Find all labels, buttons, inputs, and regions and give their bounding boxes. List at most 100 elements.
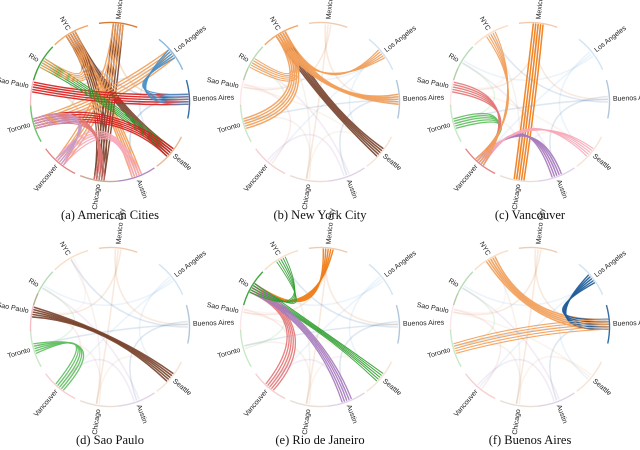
chord-mexico-city-chicago [513,23,535,180]
chord-rio-austin [254,283,352,400]
city-label-vancouver: Vancouver [453,163,480,193]
ring-arc-vancouver [255,373,286,400]
panel-buenos-aires: Mexico City Los Angeles Buenos Aires Seattl… [416,208,640,447]
city-label-mexico-city: Mexico City [116,0,127,20]
city-label-nyc: NYC [58,241,71,257]
ring-arc-seattle [576,361,603,392]
city-label-rio: Rio [27,53,40,64]
chord-rio-nyc [252,259,296,303]
chord-vancouver-nyc [475,36,510,160]
city-label-sao-paulo: Sao Paulo [206,302,239,315]
background-chord [454,287,496,350]
ring-arc-vancouver [45,373,76,400]
ring-arc-toronto [239,104,252,143]
ring-arc-seattle [156,361,183,392]
ring-arc-seattle [366,136,393,167]
chord-nyc-rio [44,36,83,75]
chord-mexico-city-chicago [523,24,544,181]
city-label-sao-paulo: Sao Paulo [0,77,29,90]
chord-nyc-rio [253,35,294,76]
background-chord [348,276,381,380]
city-label-los-angeles: Los Angeles [593,250,628,279]
city-label-nyc: NYC [478,16,491,32]
background-chord [453,311,591,378]
chord-rio-mexico-city [254,248,324,303]
ring-arc-austin [538,392,575,407]
caption-vancouver: (c) Vancouver [494,208,566,222]
ring-arc-seattle [576,136,603,167]
ring-arc-seattle [366,361,393,392]
chord-buenos-aires-los-angeles [142,57,189,96]
background-chord [70,259,189,328]
city-label-rio: Rio [447,278,460,289]
background-chord [269,278,382,388]
city-label-buenos-aires: Buenos Aires [403,94,445,102]
city-label-los-angeles: Los Angeles [173,25,208,54]
ring-arc-mexico-city [308,21,348,28]
city-label-mexico-city: Mexico City [326,208,337,245]
ring-arc-vancouver [465,148,496,175]
chord-diagram-sao-paulo: Mexico City Los Angeles Buenos Aires Seattl… [0,208,235,436]
ring-arc-austin [538,167,575,182]
chord-diagram-american-cities: Mexico City Los Angeles Buenos Aires Seattl… [0,0,235,210]
city-label-los-angeles: Los Angeles [383,250,418,279]
city-label-austin: Austin [135,179,148,200]
chord-nyc-rio [41,33,86,78]
background-chord [95,249,119,404]
ring-arc-mexico-city [308,246,348,253]
chord-rio-nyc [253,260,297,304]
chord-nyc-toronto [243,36,291,120]
background-chord [244,341,312,405]
chord-buenos-aires-sao-paulo [31,91,189,106]
background-chord [453,249,542,316]
background-chord [70,259,101,404]
city-label-vancouver: Vancouver [453,388,480,418]
caption-rio-de-janeiro: (e) Rio de Janeiro [275,433,365,447]
city-label-sao-paulo: Sao Paulo [416,302,449,315]
ring-arc-nyc [474,24,509,46]
ring-arc-rio [32,46,54,81]
city-label-austin: Austin [345,179,358,200]
chord-seattle-rio [40,64,169,155]
background-chord [243,24,332,91]
background-chord [267,133,345,177]
panel-american-cities: Mexico City Los Angeles Buenos Aires Seattl… [0,0,235,222]
ring-arc-austin [118,167,155,182]
chord-diagram-vancouver: Mexico City Los Angeles Buenos Aires Seattl… [416,0,640,210]
ring-arc-los-angeles [578,263,604,295]
ring-arc-rio [452,271,474,306]
city-label-nyc: NYC [268,241,281,257]
caption-buenos-aires: (f) Buenos Aires [488,433,572,447]
background-chord [454,116,522,180]
chord-toronto-vancouver [35,342,79,386]
chord-mexico-city-vancouver [63,24,124,166]
chord-diagram-buenos-aires: Mexico City Los Angeles Buenos Aires Seattl… [416,208,640,436]
ring-arc-los-angeles [158,263,184,295]
chord-buenos-aires-toronto [453,321,609,347]
ring-arc-rio [242,271,264,306]
chord-rio-austin [249,291,343,403]
background-chord [305,130,382,179]
city-label-sao-paulo: Sao Paulo [0,302,29,315]
chord-buenos-aires-toronto [454,323,609,350]
city-label-toronto: Toronto [427,347,451,360]
city-label-rio: Rio [447,53,460,64]
ring-arc-toronto [29,104,42,143]
city-label-nyc: NYC [268,16,281,32]
chord-vancouver-seattle [479,128,591,163]
city-label-seattle: Seattle [591,153,612,172]
chord-mexico-city-chicago [515,23,537,180]
city-label-rio: Rio [237,53,250,64]
city-label-rio: Rio [27,278,40,289]
ring-arc-los-angeles [368,38,394,70]
chord-nyc-rio [251,33,296,78]
chord-nyc-rio [39,31,90,82]
chord-austin-vancouver [63,138,133,178]
background-chord [534,24,608,101]
chord-buenos-aires-los-angeles [145,49,189,105]
city-label-toronto: Toronto [427,122,451,135]
chord-diagram-new-york-city: Mexico City Los Angeles Buenos Aires Seattl… [206,0,445,210]
ring-arc-los-angeles [158,38,184,70]
chord-buenos-aires-toronto [453,318,609,345]
city-label-toronto: Toronto [7,347,31,360]
